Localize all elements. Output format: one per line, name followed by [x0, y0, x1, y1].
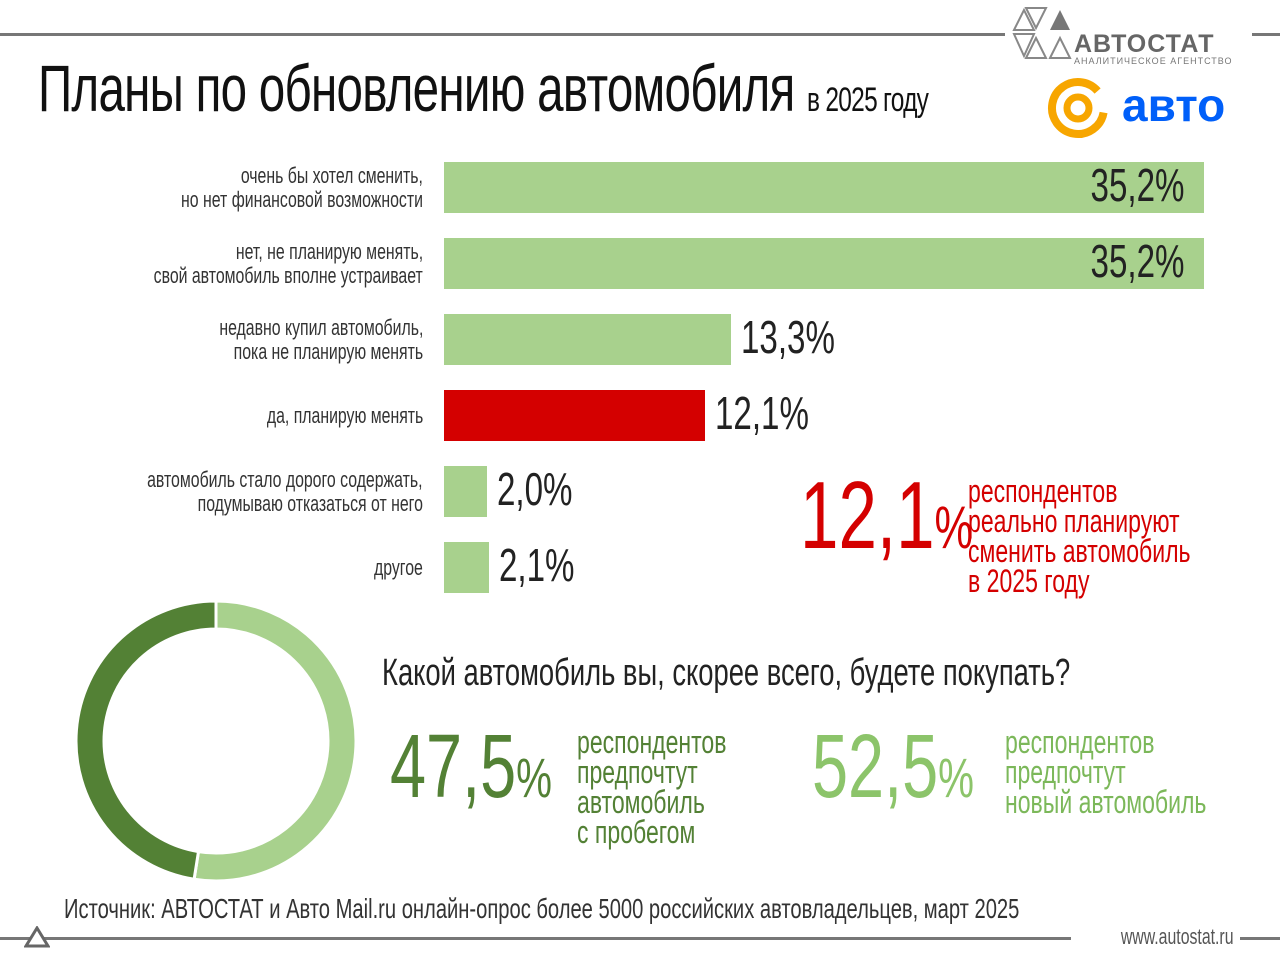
autostat-small-triangle-icon — [24, 926, 50, 948]
used-text: респондентов предпочтут автомобиль с пробег… — [577, 724, 727, 850]
page-title: Планы по обновлению автомобиля в 2025 го… — [38, 51, 929, 125]
at-sign-icon — [1048, 78, 1108, 138]
donut-chart — [74, 599, 358, 883]
top-rule-right — [1252, 33, 1280, 36]
bar-label: нет, не планирую менять, свой автомобиль … — [153, 239, 423, 288]
bar-label: автомобиль стало дорого содержать, подумы… — [147, 467, 423, 516]
callout-text: респондентов реально планируют сменить авт… — [968, 473, 1191, 599]
bar-value-label: 2,1% — [499, 539, 575, 591]
mail-auto-wordmark: авто — [1122, 79, 1226, 131]
donut-slice — [192, 599, 358, 883]
bar — [444, 390, 706, 441]
donut-question: Какой автомобиль вы, скорее всего, будет… — [382, 652, 1071, 694]
bar-label: очень бы хотел сменить, но нет финансовой… — [181, 163, 423, 212]
callout-value: 12,1% — [800, 462, 973, 569]
bar-value-label: 2,0% — [497, 463, 573, 515]
bar — [444, 162, 1205, 213]
new-text: респондентов предпочтут новый автомобиль — [1005, 724, 1207, 820]
bar-value-label: 13,3% — [741, 311, 836, 363]
autostat-wordmark: АВТОСТАТ — [1074, 30, 1215, 58]
bar-value-label: 12,1% — [715, 387, 810, 439]
bar — [444, 542, 490, 593]
used-percent: 47,5% — [390, 717, 552, 817]
source-note: Источник: АВТОСТАТ и Авто Mail.ru онлайн… — [64, 893, 1020, 924]
donut-slice — [74, 599, 218, 881]
mail-auto-logo: авто — [1046, 76, 1246, 140]
bar — [444, 466, 488, 517]
bar-value-label: 35,2% — [1090, 159, 1185, 211]
site-link[interactable]: www.autostat.ru — [1071, 924, 1240, 950]
bar — [444, 314, 732, 365]
autostat-logo: АВТОСТАТ АНАЛИТИЧЕСКОЕ АГЕНТСТВО — [1010, 4, 1250, 66]
bar — [444, 238, 1205, 289]
autostat-tagline: АНАЛИТИЧЕСКОЕ АГЕНТСТВО — [1074, 56, 1233, 66]
bar-label: да, планирую менять — [266, 403, 423, 428]
top-rule — [0, 33, 1005, 36]
bar-value-label: 35,2% — [1090, 235, 1185, 287]
new-percent: 52,5% — [812, 717, 974, 817]
bar-label: другое — [374, 555, 423, 580]
bar-label: недавно купил автомобиль, пока не планиру… — [218, 315, 423, 364]
page-subtitle: в 2025 году — [807, 81, 929, 119]
bottom-rule — [0, 937, 1280, 940]
autostat-triangles-icon — [1012, 7, 1072, 59]
